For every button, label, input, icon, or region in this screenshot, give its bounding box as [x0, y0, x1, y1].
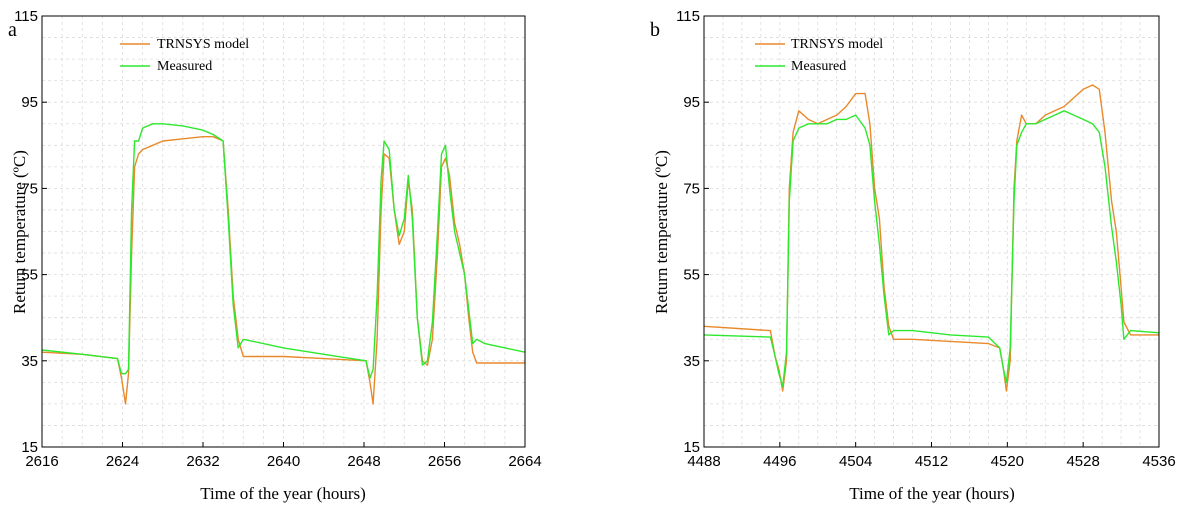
series-line-trnsys-model-b	[703, 84, 1159, 392]
plot-area-b: 4488 4496 4504 4512 4520 4528 4536 15 35 55 75 95 11…	[676, 8, 1176, 470]
y-tick-label: 75	[21, 180, 38, 197]
y-tick-label: 35	[683, 353, 700, 370]
plot-area-a: 2616 2624 2632 2640 2648 2656 2664 15 35 55 75 95 11…	[14, 8, 542, 470]
x-axis-title-a: Time of the year (hours)	[200, 484, 366, 503]
x-tick-label: 4496	[763, 453, 796, 470]
legend-a: TRNSYS model Measured	[120, 37, 249, 74]
x-axis-title-b: Time of the year (hours)	[849, 484, 1015, 503]
y-axis-title-a: Return temperature (ºC)	[10, 150, 29, 314]
legend-label-trnsys-b: TRNSYS model	[791, 37, 883, 52]
y-tick-label: 115	[676, 8, 700, 25]
y-axis-title-b: Return temperature (ºC)	[652, 150, 671, 314]
panel-a: a 2616 2624 2632 2640 2648 2656 2664 15 35 55 75 95…	[8, 8, 542, 503]
panel-a-label: a	[8, 19, 17, 41]
legend-label-measured-b: Measured	[791, 59, 846, 74]
legend-label-measured-a: Measured	[157, 59, 212, 74]
x-tick-label: 4536	[1142, 453, 1175, 470]
legend-label-trnsys-a: TRNSYS model	[157, 37, 249, 52]
y-tick-label: 55	[683, 267, 700, 284]
y-tick-label: 95	[683, 94, 700, 111]
x-tick-label: 2632	[186, 453, 219, 470]
x-tick-label: 2664	[508, 453, 541, 470]
x-tick-label: 2656	[428, 453, 461, 470]
series-line-measured-b	[703, 110, 1160, 388]
y-tick-label: 115	[14, 8, 38, 25]
y-tick-label: 15	[683, 439, 700, 456]
x-tick-label: 4512	[915, 453, 948, 470]
x-tick-label: 2616	[25, 453, 58, 470]
x-tick-label: 4520	[991, 453, 1024, 470]
x-tick-label: 2624	[106, 453, 139, 470]
y-tick-label: 95	[21, 94, 38, 111]
y-tick-label: 35	[21, 353, 38, 370]
y-tick-label: 15	[21, 439, 38, 456]
x-tick-label: 4528	[1066, 453, 1099, 470]
x-tick-label: 2648	[347, 453, 380, 470]
x-tick-label: 4504	[839, 453, 872, 470]
y-tick-label: 55	[21, 267, 38, 284]
legend-b: TRNSYS model Measured	[755, 37, 883, 74]
y-tick-label: 75	[683, 180, 700, 197]
x-tick-label: 2640	[267, 453, 300, 470]
x-tick-label: 4488	[687, 453, 720, 470]
series-line-trnsys-model-a	[41, 135, 525, 405]
panel-b-label: b	[650, 19, 660, 41]
panel-b: b 4488 4496 4504 4512 4520 4528 4536 15 35 55 75 95…	[650, 8, 1176, 503]
series-line-measured-a	[41, 123, 526, 379]
